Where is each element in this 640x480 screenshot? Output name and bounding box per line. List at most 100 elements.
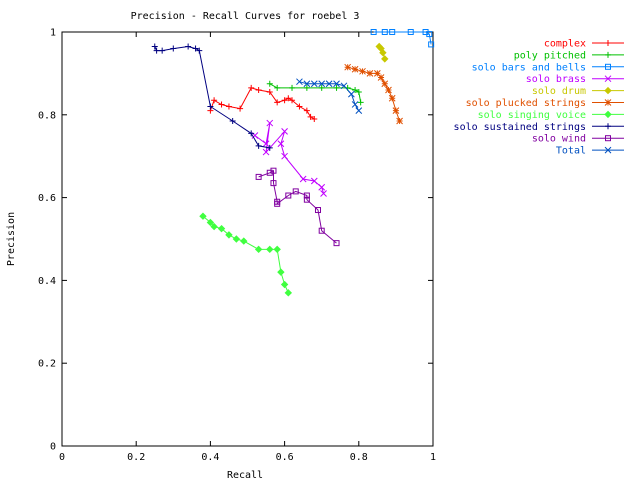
data-point	[159, 47, 166, 54]
y-tick-label: 0	[50, 442, 56, 453]
data-point	[381, 55, 389, 63]
data-point	[325, 80, 333, 88]
data-point	[254, 245, 263, 254]
data-point	[289, 97, 296, 104]
data-point	[240, 237, 248, 245]
legend-label-solo-singing-voice: solo singing voice	[478, 110, 586, 121]
data-point	[153, 47, 160, 54]
data-point	[218, 101, 225, 108]
data-point	[311, 115, 318, 122]
legend-label-solo-brass: solo brass	[526, 74, 586, 85]
data-point	[355, 107, 363, 115]
series-line	[269, 83, 362, 103]
data-point	[281, 128, 288, 135]
data-point	[225, 103, 232, 110]
data-point	[348, 90, 355, 98]
legend-label-solo-sustained-strings: solo sustained strings	[454, 122, 586, 133]
data-point	[281, 152, 288, 160]
data-point	[318, 183, 326, 191]
series-solo-brass	[251, 119, 327, 197]
data-point	[151, 43, 158, 50]
data-point	[255, 142, 262, 149]
data-point	[285, 192, 292, 199]
data-point	[225, 231, 233, 239]
data-point	[605, 40, 611, 46]
data-point	[389, 29, 396, 35]
data-point	[351, 101, 359, 108]
series-solo-bars-and-bells	[370, 29, 435, 48]
data-point	[381, 29, 388, 35]
data-point	[392, 107, 400, 115]
chart-title: Precision - Recall Curves for roebel 3	[131, 11, 360, 22]
legend-label-solo-plucked-strings: solo plucked strings	[466, 98, 586, 109]
data-point	[210, 222, 218, 231]
data-point	[262, 140, 270, 148]
data-point	[196, 47, 203, 54]
series-poly-pitched	[266, 80, 364, 106]
data-point	[266, 80, 273, 87]
legend-label-solo-bars-and-bells: solo bars and bells	[472, 62, 586, 73]
series-line	[347, 66, 401, 122]
series-line	[209, 87, 315, 120]
data-point	[274, 200, 281, 207]
legend-label-solo-drum: solo drum	[532, 86, 586, 97]
data-point	[604, 99, 612, 106]
data-point	[248, 84, 255, 91]
series-line	[373, 31, 432, 45]
data-point	[270, 180, 277, 187]
data-point	[373, 70, 381, 77]
data-point	[310, 177, 318, 185]
data-point	[333, 240, 340, 247]
data-point	[206, 218, 215, 227]
data-point	[320, 190, 327, 197]
data-point	[185, 43, 192, 50]
data-point	[211, 97, 218, 104]
data-point	[192, 45, 199, 52]
data-point	[605, 123, 611, 130]
series-complex	[207, 84, 318, 122]
data-point	[266, 89, 273, 96]
y-tick-label: 0.4	[38, 276, 56, 287]
data-point	[303, 196, 310, 203]
y-axis-label: Precision	[6, 212, 17, 266]
data-point	[232, 235, 241, 243]
series-solo-plucked-strings	[344, 63, 403, 125]
data-point	[310, 80, 318, 88]
data-point	[296, 103, 303, 110]
series-solo-singing-voice	[199, 212, 293, 297]
data-point	[273, 245, 281, 254]
series-solo-drum	[375, 42, 389, 63]
data-point	[379, 48, 387, 57]
x-tick-label: 0	[59, 452, 65, 463]
data-point	[352, 86, 359, 93]
data-point	[277, 140, 285, 148]
data-point	[428, 41, 435, 48]
data-point	[170, 45, 177, 52]
data-point	[359, 67, 366, 75]
data-point	[284, 289, 293, 297]
data-point	[303, 84, 310, 91]
data-point	[280, 280, 289, 289]
legend-label-poly-pitched: poly pitched	[514, 50, 586, 61]
data-point	[318, 80, 326, 88]
data-point	[274, 84, 281, 91]
series-line	[254, 123, 325, 194]
legend-label-solo-wind: solo wind	[532, 134, 586, 145]
data-point	[303, 192, 310, 199]
data-point	[285, 95, 292, 102]
data-point	[605, 63, 611, 70]
data-point	[281, 97, 288, 104]
data-point	[274, 99, 281, 106]
y-tick-label: 0.6	[38, 193, 56, 204]
x-tick-label: 0.2	[127, 452, 145, 463]
data-point	[366, 70, 374, 77]
data-point	[381, 80, 389, 88]
y-tick-label: 0.2	[38, 359, 56, 370]
data-point	[604, 75, 612, 83]
legend-label-total: Total	[556, 146, 586, 157]
data-point	[255, 86, 262, 93]
series-total	[296, 78, 363, 115]
series-solo-wind	[255, 167, 340, 247]
data-point	[262, 148, 270, 156]
